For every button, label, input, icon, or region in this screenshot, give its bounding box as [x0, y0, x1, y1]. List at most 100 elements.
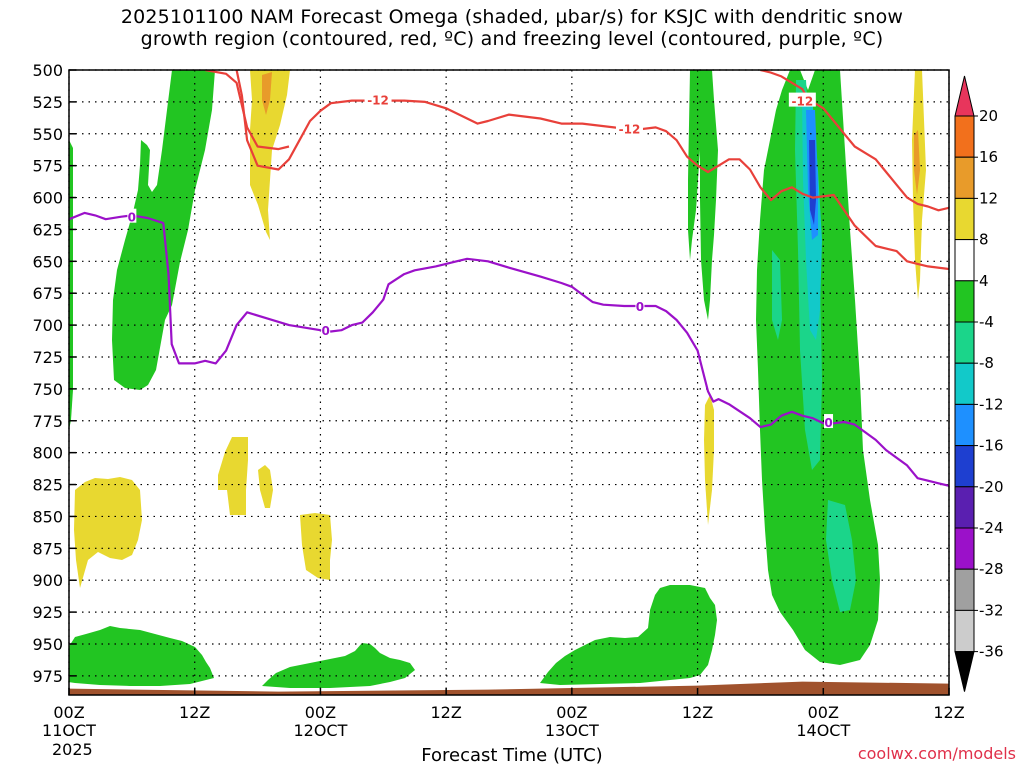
y-tick-label: 550 — [32, 125, 63, 144]
colorbar-segment — [954, 568, 975, 611]
colorbar-segment — [954, 403, 975, 447]
freezing-level-label-bg — [127, 208, 137, 223]
colorbar-label: 16 — [979, 148, 998, 166]
y-tick-label: 625 — [32, 220, 63, 239]
dgz-contour-label: -12 — [791, 95, 813, 109]
credit-link[interactable]: coolwx.com/models — [857, 744, 1016, 763]
x-tick-label-time: 00Z — [305, 703, 336, 722]
colorbar-segment — [954, 156, 975, 199]
x-tick-label-time: 12Z — [682, 703, 713, 722]
colorbar-label: -36 — [979, 643, 1004, 661]
freezing-level-line — [69, 211, 949, 487]
x-tick-label-time: 12Z — [430, 703, 461, 722]
y-tick-label: 850 — [32, 507, 63, 526]
colorbar-label: 8 — [979, 231, 989, 249]
ground-fill — [69, 681, 949, 695]
title-line-2: growth region (contoured, red, ºC) and f… — [140, 28, 884, 50]
x-tick-label-time: 00Z — [556, 703, 587, 722]
omega-shading — [69, 70, 926, 688]
colorbar-cap-top — [954, 75, 975, 117]
colorbar-label: -32 — [979, 601, 1004, 619]
y-tick-label: 725 — [32, 348, 63, 367]
freezing-level-label: 0 — [128, 211, 136, 225]
omega-region-orange — [914, 130, 920, 195]
omega-region-yellow — [300, 513, 332, 580]
ground-surface — [69, 681, 949, 695]
omega-region-yellow — [704, 395, 714, 525]
freezing-level-label: 0 — [321, 324, 329, 338]
x-tick-label-date: 11OCT — [42, 721, 96, 740]
plot-frame — [68, 69, 950, 696]
colorbar-segment — [954, 527, 975, 570]
colorbar-segment — [954, 486, 975, 529]
omega-region-green — [69, 626, 214, 686]
omega-region-yellow — [258, 465, 273, 508]
colorbar-label: -20 — [979, 478, 1004, 496]
colorbar-cap-bottom — [954, 651, 975, 692]
colorbar-segment — [954, 609, 975, 653]
contours — [69, 70, 949, 487]
y-tick-label: 925 — [32, 603, 63, 622]
dgz-contour-label: -12 — [367, 93, 389, 107]
y-tick-label: 975 — [32, 667, 63, 686]
y-axis: 500 525 550 575 600 625 650 675 700 725 750 775 800 8… — [32, 61, 76, 686]
y-tick-label: 700 — [32, 316, 63, 335]
y-tick-label: 750 — [32, 380, 63, 399]
colorbar-label: 4 — [979, 272, 989, 290]
y-tick-label: 575 — [32, 157, 63, 176]
omega-region-yellow — [74, 477, 142, 588]
colorbar: 20 16 12 8 4 -4 -8 -12 -16 -20 -24 -28 -32 -36 — [954, 75, 1004, 692]
y-tick-label: 650 — [32, 252, 63, 271]
y-tick-label: 675 — [32, 284, 63, 303]
colorbar-label: -24 — [979, 519, 1004, 537]
freezing-level-label: 0 — [824, 416, 832, 430]
y-tick-label: 500 — [32, 61, 63, 80]
dgz-contour-line — [760, 70, 949, 212]
y-tick-label: 950 — [32, 635, 63, 654]
colorbar-label: -8 — [979, 354, 994, 372]
x-tick-label-date: 12OCT — [293, 721, 347, 740]
x-tick-label-date: 13OCT — [545, 721, 599, 740]
contour-labels: -12 -12 -12 0 0 0 0 — [127, 91, 834, 430]
colorbar-label: 20 — [979, 107, 998, 125]
y-tick-label: 775 — [32, 412, 63, 431]
colorbar-label: -4 — [979, 313, 994, 331]
omega-region-green — [540, 585, 717, 685]
omega-region-teal — [826, 500, 856, 612]
year-label: 2025 — [52, 740, 93, 759]
x-tick-label-time: 00Z — [53, 703, 84, 722]
colorbar-label: -12 — [979, 395, 1004, 413]
colorbar-label: 12 — [979, 189, 998, 207]
title-line-1: 2025101100 NAM Forecast Omega (shaded, µ… — [120, 6, 904, 28]
omega-region-yellow — [262, 72, 272, 115]
omega-region-yellow — [912, 70, 926, 300]
omega-region-yellow — [250, 70, 290, 240]
y-tick-label: 600 — [32, 189, 63, 208]
x-tick-label-time: 00Z — [808, 703, 839, 722]
colorbar-segment — [954, 239, 975, 282]
omega-region-yellow — [218, 437, 248, 515]
colorbar-segment — [954, 280, 975, 323]
freezing-level-label: 0 — [636, 300, 644, 314]
dgz-contour-label-bg — [788, 92, 816, 107]
dgz-contour-label-bg — [364, 91, 392, 106]
chart-title: 2025101100 NAM Forecast Omega (shaded, µ… — [0, 6, 1024, 50]
x-tick-label-time: 12Z — [933, 703, 964, 722]
dgz-contour-line — [205, 70, 290, 151]
colorbar-label: -28 — [979, 560, 1004, 578]
freezing-level-label-bg — [321, 322, 331, 337]
y-tick-label: 900 — [32, 571, 63, 590]
y-tick-label: 875 — [32, 539, 63, 558]
freezing-level-label-bg — [824, 414, 834, 429]
dgz-contour-label: -12 — [619, 123, 641, 137]
dgz-contour-label-bg — [615, 120, 643, 135]
x-axis-title: Forecast Time (UTC) — [421, 745, 603, 766]
x-tick-label-date: 14OCT — [796, 721, 850, 740]
colorbar-segment — [954, 197, 975, 241]
omega-region-green — [688, 70, 700, 260]
omega-region-green — [262, 643, 415, 688]
dgz-contour-line — [235, 70, 949, 271]
y-tick-label: 800 — [32, 444, 63, 463]
colorbar-label: -16 — [979, 437, 1004, 455]
